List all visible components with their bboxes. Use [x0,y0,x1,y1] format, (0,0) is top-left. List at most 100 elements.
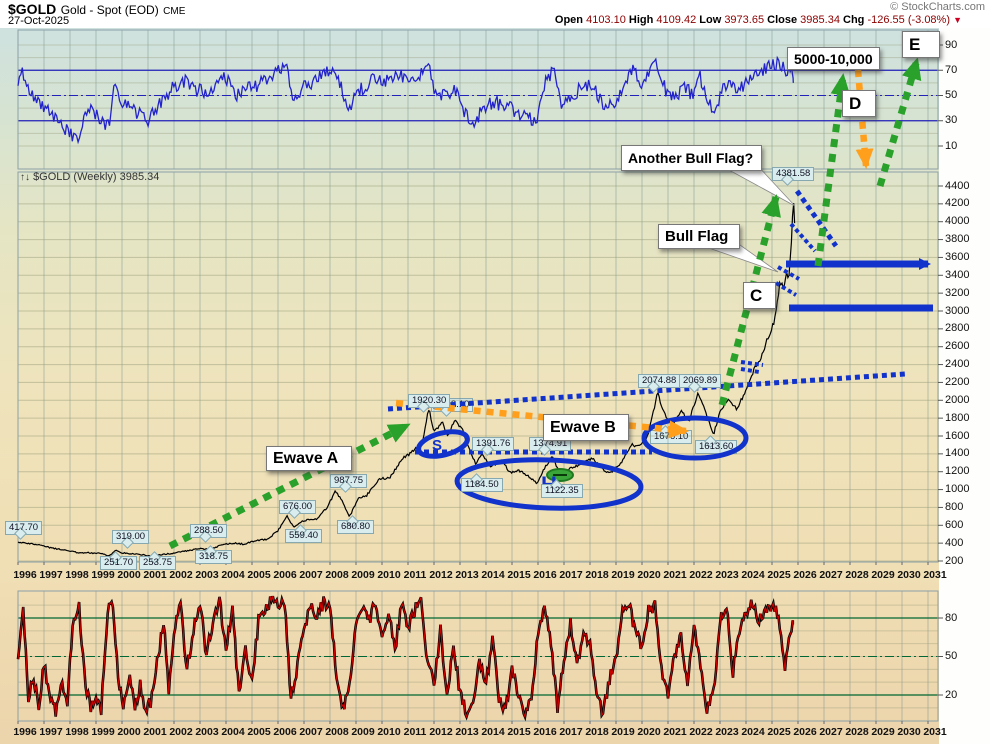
y-axis-tick-label: 1800 [945,411,970,424]
wave-d-arrow[interactable] [814,73,851,267]
symbol[interactable]: $GOLD [8,1,57,17]
scale-toggle-icon[interactable]: ↑↓ [20,172,30,183]
legend-text: $GOLD (Weekly) 3985.34 [33,171,160,183]
annotation-wave-c[interactable]: C [743,282,776,309]
y-axis-tick-label: 2000 [945,393,970,406]
price-label-text: 417.70 [9,522,39,533]
x-axis-year-label: 2003 [195,569,219,581]
x-axis-year-label: 2010 [377,726,401,738]
x-axis-year-label: 1997 [39,569,63,581]
price-label-chip[interactable]: 1184.50 [461,473,503,492]
x-axis-year-label: 2014 [481,569,505,581]
x-axis-year-label: 2016 [533,726,557,738]
blue-dotted-trendline[interactable] [740,367,760,374]
x-axis-year-label: 2001 [143,726,167,738]
x-axis-year-label: 2011 [403,569,427,581]
annotation-ewave-b[interactable]: Ewave B [543,414,629,441]
blue-dotted-trendline[interactable] [789,222,817,253]
x-axis-year-label: 2025 [767,726,791,738]
price-label-chip[interactable]: 318.75 [195,545,233,564]
x-axis-year-label: 2006 [273,726,297,738]
x-axis-year-label: 2022 [689,726,713,738]
price-label-chip[interactable]: 2069.89 [679,374,722,393]
x-axis-year-label: 2017 [559,569,583,581]
symbol-description: Gold - Spot (EOD) [60,3,159,17]
x-axis-year-label: 2013 [455,569,479,581]
rsi-series-line [17,55,794,145]
x-axis-year-label: 2019 [611,726,635,738]
x-axis-year-label: 2007 [299,569,323,581]
x-axis-year-label: 2027 [819,569,843,581]
price-label-chip[interactable]: 288.50 [190,524,228,543]
copyright[interactable]: © StockCharts.com [890,1,985,13]
price-label-chip[interactable]: 559.40 [285,524,323,543]
ewave-b-arrow[interactable] [395,399,689,439]
x-axis-year-label: 2030 [897,569,921,581]
x-axis-year-label: 2018 [585,726,609,738]
price-label-chip[interactable]: 2074.88 [638,374,681,393]
x-axis-year-label: 2012 [429,726,453,738]
blue-dotted-trendline[interactable] [794,189,839,248]
price-label-text: 676.00 [283,501,313,512]
x-axis-year-label: 2000 [117,569,141,581]
main-panel-legend: ↑↓ $GOLD (Weekly) 3985.34 [20,171,159,183]
x-axis-year-label: 2011 [403,726,427,738]
price-label-chip[interactable]: 4381.58 [772,167,815,186]
blue-dotted-trendline[interactable] [774,281,798,297]
head-ellipse[interactable] [454,457,644,511]
price-label-chip[interactable]: 1920.30 [408,394,451,413]
x-axis-year-label: 2012 [429,569,453,581]
price-label-text: 251.70 [104,557,134,568]
price-label-chip[interactable]: 676.00 [279,500,317,519]
x-axis-year-label: 2015 [507,726,531,738]
annotation-wave-d[interactable]: D [842,90,876,117]
y-axis-tick-label: 3400 [945,268,970,281]
chg-label: Chg [843,14,865,26]
wave-e-arrow[interactable] [876,57,922,187]
y-axis-tick-label: 90 [945,38,958,51]
price-label-chip[interactable]: 253.75 [139,551,177,570]
x-axis-year-label: 2013 [455,726,479,738]
y-axis-tick-label: 800 [945,500,964,513]
price-label-text: 1920.30 [412,395,447,406]
y-axis-tick-label: 30 [945,114,958,127]
chart-header: $GOLD Gold - Spot (EOD) CME 27-Oct-2025 … [0,0,990,28]
x-axis-year-label: 2026 [793,726,817,738]
blue-dotted-trendline[interactable] [740,360,764,367]
price-label-chip[interactable]: 987.75 [330,474,368,493]
left-shoulder-ellipse[interactable] [416,427,470,460]
price-label-text: 2074.88 [642,375,677,386]
price-label-text: 680.80 [341,521,371,532]
price-panel-border [17,171,939,563]
right-shoulder-ellipse[interactable] [641,415,749,461]
x-axis-year-label: 2030 [897,726,921,738]
x-axis-year-label: 2024 [741,569,765,581]
annotation-bull-flag[interactable]: Bull Flag [658,224,740,249]
x-axis-year-label: 2010 [377,569,401,581]
price-label-text: 1122.35 [545,485,579,496]
price-label-chip[interactable]: 680.80 [337,515,375,534]
price-label-chip[interactable]: 319.00 [112,530,150,549]
x-axis-year-label: 2015 [507,569,531,581]
price-label-chip[interactable]: 417.70 [5,521,43,540]
price-label-text: 559.40 [289,530,319,541]
price-label-chip[interactable]: 1122.35 [541,479,583,498]
x-axis-year-label: 2004 [221,569,245,581]
x-axis-year-label: 2017 [559,726,583,738]
annotation-target[interactable]: 5000-10,000 [787,47,880,70]
x-axis-year-label: 2028 [845,569,869,581]
price-label-text: 2069.89 [683,375,718,386]
price-label-chip[interactable]: 1391.76 [472,437,515,456]
high-label: High [628,14,654,26]
chart-background [0,28,990,744]
pullback-arrow[interactable] [854,69,874,169]
annotation-wave-e[interactable]: E [902,31,940,58]
annotation-another-bull-flag[interactable]: Another Bull Flag? [621,145,762,171]
annotation-ewave-a[interactable]: Ewave A [266,446,352,471]
price-series-line [17,203,796,558]
open-value: 4103.10 [586,14,626,26]
price-label-chip[interactable]: 251.70 [100,551,138,570]
left-shoulder-letter[interactable]: S [432,437,442,454]
